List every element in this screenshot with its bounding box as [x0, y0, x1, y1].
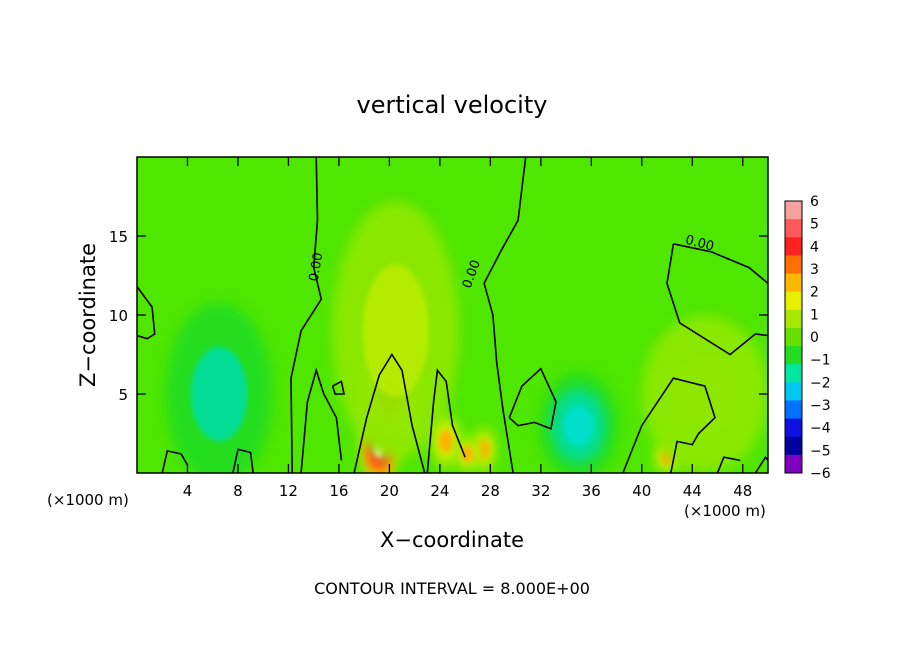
plot-area [137, 157, 768, 473]
contour-line-7 [300, 367, 343, 473]
colorbar-label: 0 [810, 330, 819, 346]
contour-line-12 [161, 449, 189, 473]
colorbar-label: 3 [810, 262, 819, 278]
colorbar-swatch [785, 454, 802, 474]
colorbar-label: −6 [810, 466, 831, 482]
colorbar-label: 6 [810, 194, 819, 210]
colorbar-label: −2 [810, 375, 831, 391]
contour-line-8 [353, 352, 426, 473]
x-unit-left: (×1000 m) [47, 491, 129, 509]
x-tick-label: 12 [279, 482, 298, 500]
field-feature-5-level-2 [461, 445, 474, 463]
contour-line-1 [483, 157, 527, 473]
field-feature-4-level-2 [478, 439, 490, 460]
x-unit-right: (×1000 m) [684, 502, 766, 520]
x-tick-label: 44 [683, 482, 702, 500]
y-axis-label: Z−coordinate [76, 243, 100, 387]
x-tick-label: 8 [233, 482, 243, 500]
y-tick-label: 10 [109, 307, 128, 325]
x-tick-label: 36 [582, 482, 601, 500]
x-tick-label: 24 [430, 482, 449, 500]
contour-line-6 [508, 367, 557, 430]
y-axis-ticks: 5 10 15 [109, 228, 768, 404]
colorbar-label: −1 [810, 353, 831, 369]
chart-title: vertical velocity [357, 91, 548, 119]
contour-line-10 [331, 380, 345, 395]
colorbar-label: −3 [810, 398, 831, 414]
colorbar-swatch [785, 382, 802, 401]
contour-line-14 [754, 455, 768, 473]
colorbar-swatch [785, 201, 802, 220]
colorbar-swatch [785, 400, 802, 420]
contour-line-4 [666, 243, 768, 356]
colorbar-label: 5 [810, 217, 819, 233]
colorbar-swatch [785, 418, 802, 438]
colorbar-swatch [785, 219, 802, 238]
colorbar-swatch [785, 364, 802, 383]
contour-line-11 [232, 448, 254, 473]
field-feature-7-level-2 [563, 405, 594, 446]
colorbar-swatch [785, 255, 802, 275]
colorbar-swatch [785, 273, 802, 293]
colorbar-swatch [785, 237, 802, 256]
colorbar-swatch [785, 346, 802, 365]
contour-line-3 [673, 243, 768, 285]
x-axis-ticks: 4 8 12 16 20 24 28 32 36 40 44 48 [183, 157, 752, 500]
velocity-field [165, 201, 768, 473]
contour-line-13 [716, 456, 741, 473]
colorbar-label: 2 [810, 285, 819, 301]
contour-labels: 0.00 0.000.00 [307, 233, 716, 291]
footer-contour-interval: CONTOUR INTERVAL = 8.000E+00 [314, 579, 590, 598]
colorbar-swatch [785, 436, 802, 456]
x-axis-label: X−coordinate [380, 528, 524, 552]
contour-line-0 [290, 157, 323, 473]
colorbar-label: −4 [810, 421, 831, 437]
colorbar-swatch [785, 309, 802, 329]
x-tick-label: 20 [380, 482, 399, 500]
contour-label: 0.00 [307, 251, 327, 282]
x-tick-label: 28 [481, 482, 500, 500]
field-feature-2-level-1 [362, 264, 429, 397]
colorbar-label: −5 [810, 443, 831, 459]
contour-line-2 [137, 286, 156, 340]
contour-line-5 [622, 377, 716, 473]
x-tick-label: 32 [531, 482, 550, 500]
colorbar-label: 1 [810, 307, 819, 323]
colorbar-frame [784, 200, 803, 474]
zero-contours [137, 157, 768, 473]
contour-label: 0.00 [684, 233, 716, 255]
y-tick-label: 15 [109, 228, 128, 246]
x-tick-label: 40 [632, 482, 651, 500]
colorbar: 6 5 4 3 2 1 0 −1 −2 −3 −4 −5 −6 [784, 194, 831, 482]
colorbar-swatch [785, 327, 802, 347]
y-tick-label: 5 [118, 386, 128, 404]
contour-line-9 [426, 368, 466, 473]
colorbar-label: 4 [810, 239, 819, 255]
field-feature-3-level-2 [439, 429, 454, 453]
field-feature-8-level-1 [190, 346, 248, 442]
x-tick-label: 16 [329, 482, 348, 500]
x-tick-label: 48 [733, 482, 752, 500]
x-tick-label: 4 [183, 482, 193, 500]
field-feature-9-level-1 [671, 353, 739, 435]
colorbar-swatch [785, 291, 802, 311]
